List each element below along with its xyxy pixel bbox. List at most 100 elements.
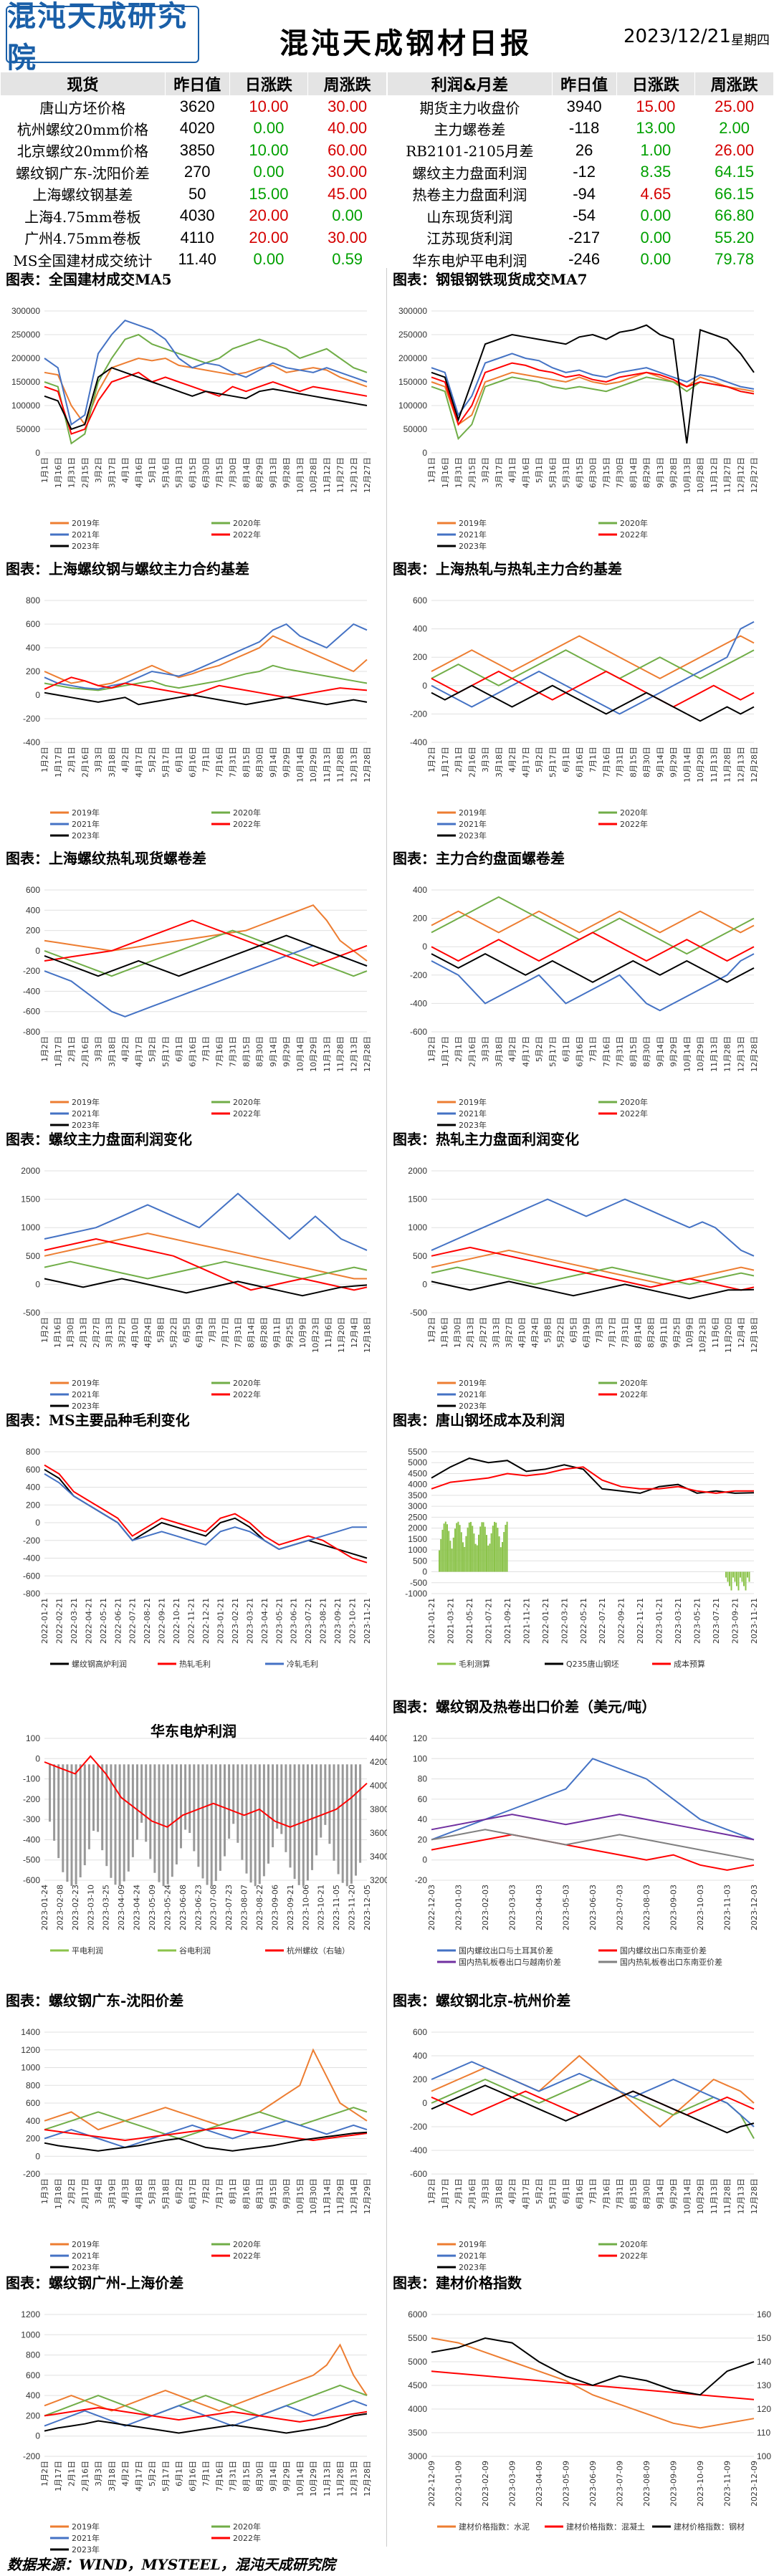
chart-panel-c9: -800 -600 -400 -200 0 200 400 600 800 2022-01-21 2…: [0, 1409, 387, 1691]
x-tick-label: 7月16日: [602, 1036, 611, 1067]
power-profit-bar: [306, 1764, 309, 1881]
y-tick-label: 400: [413, 885, 427, 895]
x-tick-label: 2022-06-21: [113, 1598, 123, 1644]
row-value: 4030: [179, 206, 215, 225]
profit-bar: [494, 1521, 495, 1572]
x-tick-label: 3月3日: [94, 1036, 103, 1062]
legend-label: 2023年: [72, 1120, 100, 1129]
y-tick-label: 1000: [21, 1222, 40, 1232]
legend-label: 建材价格指数：钢材: [674, 2522, 745, 2532]
x-tick-label: 2月17日: [80, 2178, 90, 2209]
y-tick-label: 200: [413, 652, 427, 662]
x-tick-label: 2022-12-09: [427, 2461, 436, 2506]
x-tick-label: 12月14日: [349, 2178, 358, 2214]
table-header-cell: 日涨跌: [229, 72, 309, 96]
legend-label: 2023年: [72, 1401, 100, 1410]
profit-bar: [497, 1528, 499, 1572]
x-tick-label: 11月28日: [723, 1036, 732, 1072]
legend-label: 2020年: [233, 1378, 261, 1388]
x-tick-label: 5月17日: [161, 747, 171, 777]
y-tick-label: 600: [413, 595, 427, 605]
x-tick-label: 2023-07-09: [616, 2461, 625, 2506]
power-profit-bar: [272, 1764, 274, 1847]
x-tick-label: 12月13日: [736, 747, 745, 782]
x-tick-label: 8月28日: [646, 1317, 656, 1348]
x-tick-label: 2月1日: [454, 2178, 464, 2204]
x-tick-label: 2023-09-09: [669, 2461, 679, 2506]
row-value: 3620: [179, 97, 215, 115]
profit-bar: [487, 1545, 489, 1572]
x-tick-label: 12月28日: [750, 1036, 759, 1072]
x-tick-label: 7月1日: [201, 1036, 211, 1062]
y-tick-label: 4000: [408, 1480, 427, 1490]
y2-tick-label: 3600: [370, 1828, 387, 1838]
x-tick-label: 8月14日: [242, 457, 251, 488]
x-tick-label: 7月31日: [229, 747, 238, 777]
table-row: 杭州螺纹20mm价格 4020 0.00 40.00: [1, 118, 387, 140]
y-tick-label: 1500: [408, 1194, 427, 1205]
series-line: [44, 1192, 368, 1251]
power-profit-bar: [350, 1764, 353, 1884]
legend-label: 2023年: [72, 2262, 100, 2271]
series-line: [431, 1834, 755, 1871]
y-tick-label: 500: [413, 1556, 427, 1566]
x-tick-label: 7月1日: [588, 747, 598, 772]
chart-panel-c3: -400 -200 0 200 400 600 800 1月2日 1月17日 2月1日 2月16日 3…: [0, 557, 387, 840]
x-tick-label: 12月12日: [736, 457, 745, 493]
x-tick-label: 2023-11-05: [332, 1885, 341, 1930]
x-tick-label: 2023-04-09: [117, 1885, 126, 1930]
profit-bar: [482, 1522, 484, 1572]
profit-bar: [495, 1522, 497, 1572]
x-tick-label: 7月31日: [229, 2461, 238, 2491]
x-tick-label: 7月1日: [201, 2461, 211, 2486]
x-tick-label: 11月14日: [322, 2178, 332, 2214]
table-row: MS全国建材成交统计 11.40 0.00 0.59: [1, 249, 387, 271]
x-tick-label: 12月18日: [363, 1317, 372, 1353]
x-tick-label: 6月1日: [175, 747, 184, 772]
legend-label: 2023年: [459, 830, 487, 840]
x-tick-label: 7月15日: [215, 457, 224, 488]
y-tick-label: 500: [26, 1251, 40, 1261]
row-value: 30.00: [328, 97, 368, 115]
x-tick-label: 10月30日: [309, 2178, 318, 2214]
x-tick-label: 11月20日: [337, 1317, 346, 1353]
y2-tick-label: 4200: [370, 1757, 387, 1767]
x-tick-label: 2023-04-03: [535, 1885, 544, 1930]
chart-panel-c14: -600 -400 -200 0 200 400 600 1月2日 1月17日 2月1日 2月16日…: [387, 1989, 774, 2271]
y-tick-label: 3500: [408, 2428, 427, 2438]
legend-label: 2019年: [459, 808, 487, 818]
x-tick-label: 5月22日: [556, 1317, 565, 1348]
y-tick-label: -200: [23, 1794, 40, 1804]
x-tick-label: 11月6日: [324, 1317, 333, 1348]
power-profit-bar: [280, 1764, 283, 1834]
legend-label: 2022年: [620, 530, 648, 540]
profit-bar: [443, 1523, 445, 1572]
y-tick-label: -200: [410, 2122, 427, 2132]
series-line: [44, 320, 368, 426]
x-tick-label: 5月17日: [161, 1036, 171, 1067]
x-tick-label: 10月23日: [698, 1317, 707, 1353]
x-tick-label: 2023-07-23: [224, 1885, 234, 1930]
y-tick-label: 200: [26, 926, 40, 936]
power-profit-bar: [311, 1764, 313, 1870]
chart-svg: -200 0 200 400 600 800 1000 1200 1400 1月3日 1月18日 2月…: [21, 2027, 372, 2271]
chart-panel-c2: 0 50000 100000 150000 200000 250000 300000 1月1日…: [387, 268, 774, 550]
y-tick-label: 100000: [11, 401, 40, 411]
x-tick-label: 3月18日: [108, 1036, 117, 1067]
chart-svg: -200 0 200 400 600 800 1000 1200 1月2日 1月17日 2月1日 2月…: [21, 2309, 372, 2554]
legend-label: 冷轧毛利: [287, 1659, 318, 1669]
y-tick-label: 150000: [11, 377, 40, 387]
y-tick-label: -200: [410, 709, 427, 719]
series-line: [431, 684, 755, 722]
row-label: 上海4.75mm卷板: [24, 208, 141, 226]
profit-bar: [465, 1536, 467, 1572]
row-label: 华东电炉平电利润: [412, 252, 527, 269]
series-line: [44, 367, 368, 431]
x-tick-label: 3月27日: [118, 1317, 127, 1348]
x-tick-label: 7月31日: [234, 1317, 243, 1348]
legend-label: 2023年: [72, 2544, 100, 2554]
y-tick-label: 800: [26, 2080, 40, 2090]
series-line: [44, 635, 368, 686]
y-tick-label: 3500: [408, 1490, 427, 1500]
legend-label: 国内螺纹出口与土耳其价差: [459, 1945, 553, 1955]
